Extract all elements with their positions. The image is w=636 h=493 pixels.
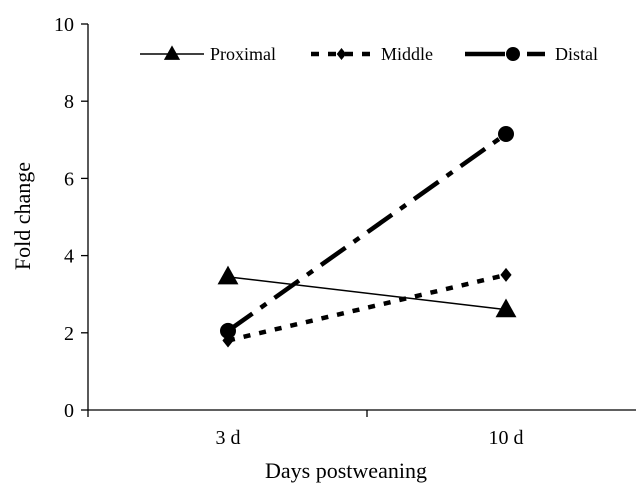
legend-marker — [336, 48, 347, 60]
legend-item-middle: Middle — [311, 44, 433, 64]
data-point-circle — [498, 126, 514, 143]
series-line — [226, 132, 508, 333]
data-point-triangle — [495, 298, 517, 318]
series-line — [227, 276, 507, 311]
series-line — [227, 272, 507, 343]
series-middle — [222, 267, 512, 348]
y-tick-label: 6 — [64, 168, 74, 190]
data-point-circle — [220, 322, 236, 339]
y-tick-label: 4 — [64, 246, 74, 268]
x-axis-title: Days postweaning — [265, 458, 427, 483]
legend-label: Distal — [555, 44, 598, 64]
legend-item-distal: Distal — [465, 44, 598, 64]
data-point-triangle — [217, 265, 239, 285]
legend-item-proximal: Proximal — [140, 44, 276, 64]
series-layer — [217, 126, 517, 348]
y-tick-label: 0 — [64, 400, 74, 422]
y-tick-label: 8 — [64, 91, 74, 113]
y-tick-label: 10 — [54, 14, 74, 36]
x-tick-label: 10 d — [489, 427, 524, 449]
axes: 0 2 4 6 8 10 3 d 10 d — [54, 14, 636, 449]
series-distal — [220, 126, 514, 339]
data-point-diamond — [500, 267, 512, 282]
series-proximal — [217, 265, 517, 318]
legend-marker — [163, 45, 181, 60]
y-tick-label: 2 — [64, 323, 74, 345]
y-axis-title: Fold change — [10, 162, 35, 270]
legend-marker — [506, 47, 520, 61]
x-tick-label: 3 d — [216, 427, 241, 449]
legend-label: Proximal — [210, 44, 276, 64]
legend: Proximal Middle Distal — [140, 44, 598, 64]
legend-label: Middle — [381, 44, 433, 64]
